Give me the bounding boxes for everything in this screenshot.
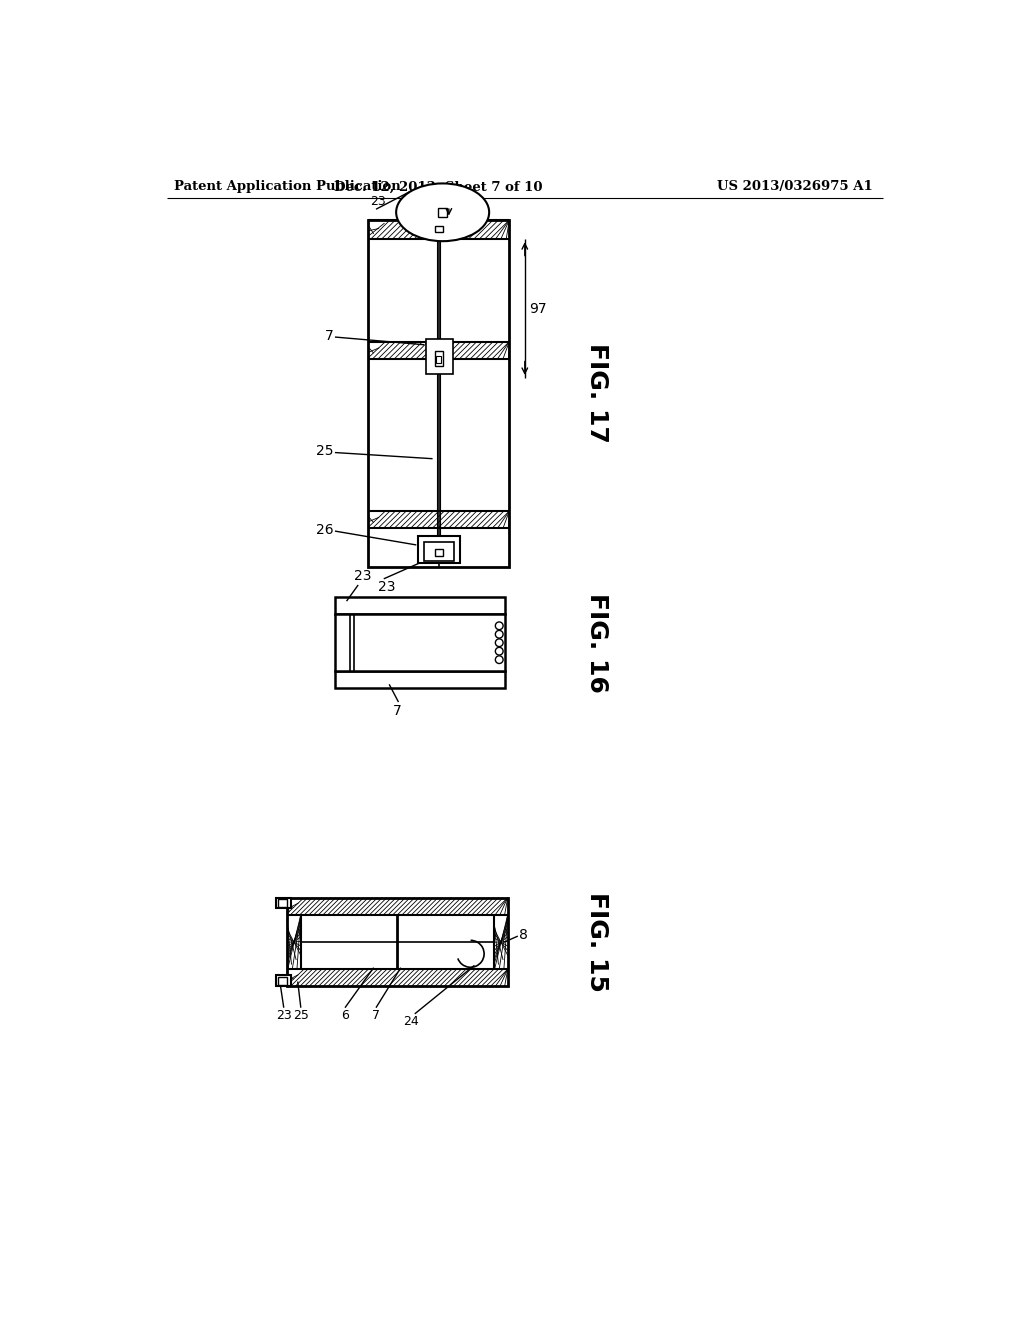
Text: 25: 25	[315, 444, 334, 458]
Bar	[335, 597, 506, 614]
Text: 97: 97	[528, 301, 546, 315]
Bar	[287, 969, 508, 986]
Text: 7: 7	[372, 1010, 380, 1022]
Circle shape	[496, 639, 503, 647]
Bar	[278, 899, 287, 907]
Bar	[369, 220, 509, 566]
Text: US 2013/0326975 A1: US 2013/0326975 A1	[717, 181, 872, 194]
Bar	[287, 898, 508, 986]
Bar	[424, 543, 455, 561]
Bar	[438, 207, 447, 216]
Text: 23: 23	[378, 581, 395, 594]
Bar	[426, 339, 453, 374]
Bar	[287, 898, 508, 915]
Text: 23: 23	[354, 569, 372, 583]
Text: 23: 23	[370, 195, 386, 209]
Bar	[369, 511, 509, 528]
Text: FIG. 15: FIG. 15	[586, 892, 609, 993]
Bar	[335, 614, 506, 671]
Circle shape	[496, 622, 503, 630]
Text: 23: 23	[275, 1010, 292, 1022]
Text: FIG. 17: FIG. 17	[586, 343, 609, 444]
Text: Dec. 12, 2013  Sheet 7 of 10: Dec. 12, 2013 Sheet 7 of 10	[334, 181, 543, 194]
Bar	[335, 671, 506, 688]
Bar	[435, 351, 442, 367]
Text: 8: 8	[519, 928, 528, 941]
Ellipse shape	[396, 183, 489, 242]
Bar	[435, 226, 442, 232]
Text: Patent Application Publication: Patent Application Publication	[174, 181, 401, 194]
Bar	[426, 220, 452, 235]
Bar	[494, 915, 508, 969]
Bar	[418, 536, 461, 562]
Circle shape	[496, 647, 503, 655]
Bar	[287, 915, 301, 969]
Bar	[369, 342, 509, 359]
Circle shape	[496, 656, 503, 664]
Text: 25: 25	[293, 1010, 309, 1022]
Bar	[369, 220, 509, 239]
Text: 6: 6	[341, 1010, 349, 1022]
Text: 26: 26	[315, 523, 334, 536]
Text: 24: 24	[403, 1015, 419, 1028]
Text: 7: 7	[325, 329, 334, 342]
Circle shape	[496, 631, 503, 638]
Bar	[276, 975, 291, 986]
Bar	[435, 549, 442, 557]
Bar	[278, 977, 287, 985]
Bar	[420, 218, 458, 238]
Bar	[276, 898, 291, 908]
Text: FIG. 16: FIG. 16	[586, 593, 609, 693]
Bar	[436, 355, 441, 363]
Text: 7: 7	[392, 704, 401, 718]
